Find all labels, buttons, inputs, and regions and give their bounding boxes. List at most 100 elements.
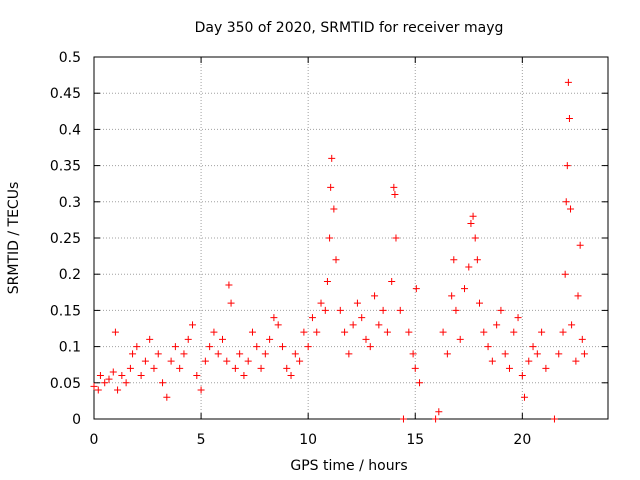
data-point xyxy=(390,183,398,191)
data-point xyxy=(193,372,201,380)
y-tick-label: 0.25 xyxy=(50,231,81,247)
data-point xyxy=(219,335,226,343)
data-point xyxy=(323,277,331,285)
y-axis-ticks: 0 0.05 0.1 0.15 0.2 0.25 0.3 0.35 0.4 0.45 0.5 xyxy=(50,50,608,428)
data-point xyxy=(118,372,126,380)
data-point xyxy=(236,350,244,358)
data-point xyxy=(469,212,477,220)
data-point xyxy=(471,234,479,242)
data-point xyxy=(568,321,576,329)
data-point xyxy=(550,415,558,423)
data-point xyxy=(473,256,481,264)
data-point xyxy=(101,379,109,387)
data-point xyxy=(214,350,222,358)
data-point xyxy=(253,343,261,351)
data-point xyxy=(412,285,420,293)
x-axis-ticks: 0 5 10 15 20 xyxy=(90,57,531,448)
data-point xyxy=(328,154,336,162)
data-point xyxy=(497,306,505,314)
data-point xyxy=(567,205,575,213)
data-point xyxy=(270,314,278,322)
data-point xyxy=(576,241,584,249)
data-point xyxy=(574,292,582,300)
grid-lines xyxy=(94,57,608,419)
data-point xyxy=(171,343,179,351)
data-point xyxy=(278,343,286,351)
data-point xyxy=(518,372,526,380)
data-point xyxy=(484,343,492,351)
data-point xyxy=(126,364,134,372)
data-point xyxy=(563,162,571,170)
x-tick-label: 20 xyxy=(513,432,531,448)
data-point xyxy=(520,393,528,401)
data-point xyxy=(448,292,456,300)
data-point xyxy=(405,328,413,336)
data-point xyxy=(111,328,119,336)
data-point xyxy=(240,372,248,380)
y-tick-label: 0.35 xyxy=(50,159,81,175)
data-point xyxy=(176,364,184,372)
data-point xyxy=(341,328,349,336)
chart-title: Day 350 of 2020, SRMTID for receiver may… xyxy=(195,20,504,36)
data-point xyxy=(206,343,214,351)
data-point xyxy=(163,393,171,401)
data-point xyxy=(184,335,192,343)
data-point xyxy=(274,321,282,329)
data-point xyxy=(501,350,509,358)
y-axis-label: SRMTID / TECUs xyxy=(6,182,22,295)
data-point xyxy=(561,270,569,278)
data-point xyxy=(391,191,399,199)
x-axis-label: GPS time / hours xyxy=(290,458,407,474)
data-point xyxy=(225,281,233,289)
data-point xyxy=(461,285,469,293)
data-point xyxy=(578,335,586,343)
y-tick-label: 0.1 xyxy=(59,340,81,356)
y-tick-label: 0.4 xyxy=(59,122,81,138)
data-point xyxy=(94,386,102,394)
data-point xyxy=(572,357,580,365)
data-point xyxy=(562,198,570,206)
data-point xyxy=(296,357,304,365)
data-point xyxy=(150,364,158,372)
data-point xyxy=(90,382,98,390)
data-point xyxy=(291,350,299,358)
y-tick-label: 0.5 xyxy=(59,50,81,66)
data-point xyxy=(313,328,321,336)
data-point xyxy=(366,343,374,351)
data-point xyxy=(201,357,209,365)
x-tick-label: 0 xyxy=(90,432,99,448)
data-point xyxy=(227,299,235,307)
data-point xyxy=(362,335,370,343)
data-point xyxy=(514,314,522,322)
data-point xyxy=(505,364,513,372)
data-point xyxy=(154,350,162,358)
data-point xyxy=(141,357,149,365)
data-point xyxy=(261,350,269,358)
data-point xyxy=(326,234,334,242)
data-point xyxy=(375,321,383,329)
data-point xyxy=(443,350,451,358)
data-point xyxy=(432,415,440,423)
data-point xyxy=(248,328,256,336)
data-point xyxy=(353,299,361,307)
data-point xyxy=(465,263,473,271)
data-point xyxy=(345,350,353,358)
data-point xyxy=(189,321,197,329)
data-point xyxy=(533,350,541,358)
y-tick-label: 0.3 xyxy=(59,195,81,211)
data-point xyxy=(287,372,295,380)
data-point xyxy=(529,343,537,351)
data-point xyxy=(467,220,475,228)
data-point xyxy=(122,379,130,387)
data-point xyxy=(480,328,488,336)
data-point xyxy=(210,328,218,336)
data-point xyxy=(510,328,518,336)
data-point xyxy=(452,306,460,314)
data-point xyxy=(133,343,141,351)
data-point xyxy=(383,328,391,336)
data-point xyxy=(105,375,113,383)
data-point xyxy=(304,343,312,351)
data-point xyxy=(114,386,122,394)
data-point xyxy=(336,306,344,314)
